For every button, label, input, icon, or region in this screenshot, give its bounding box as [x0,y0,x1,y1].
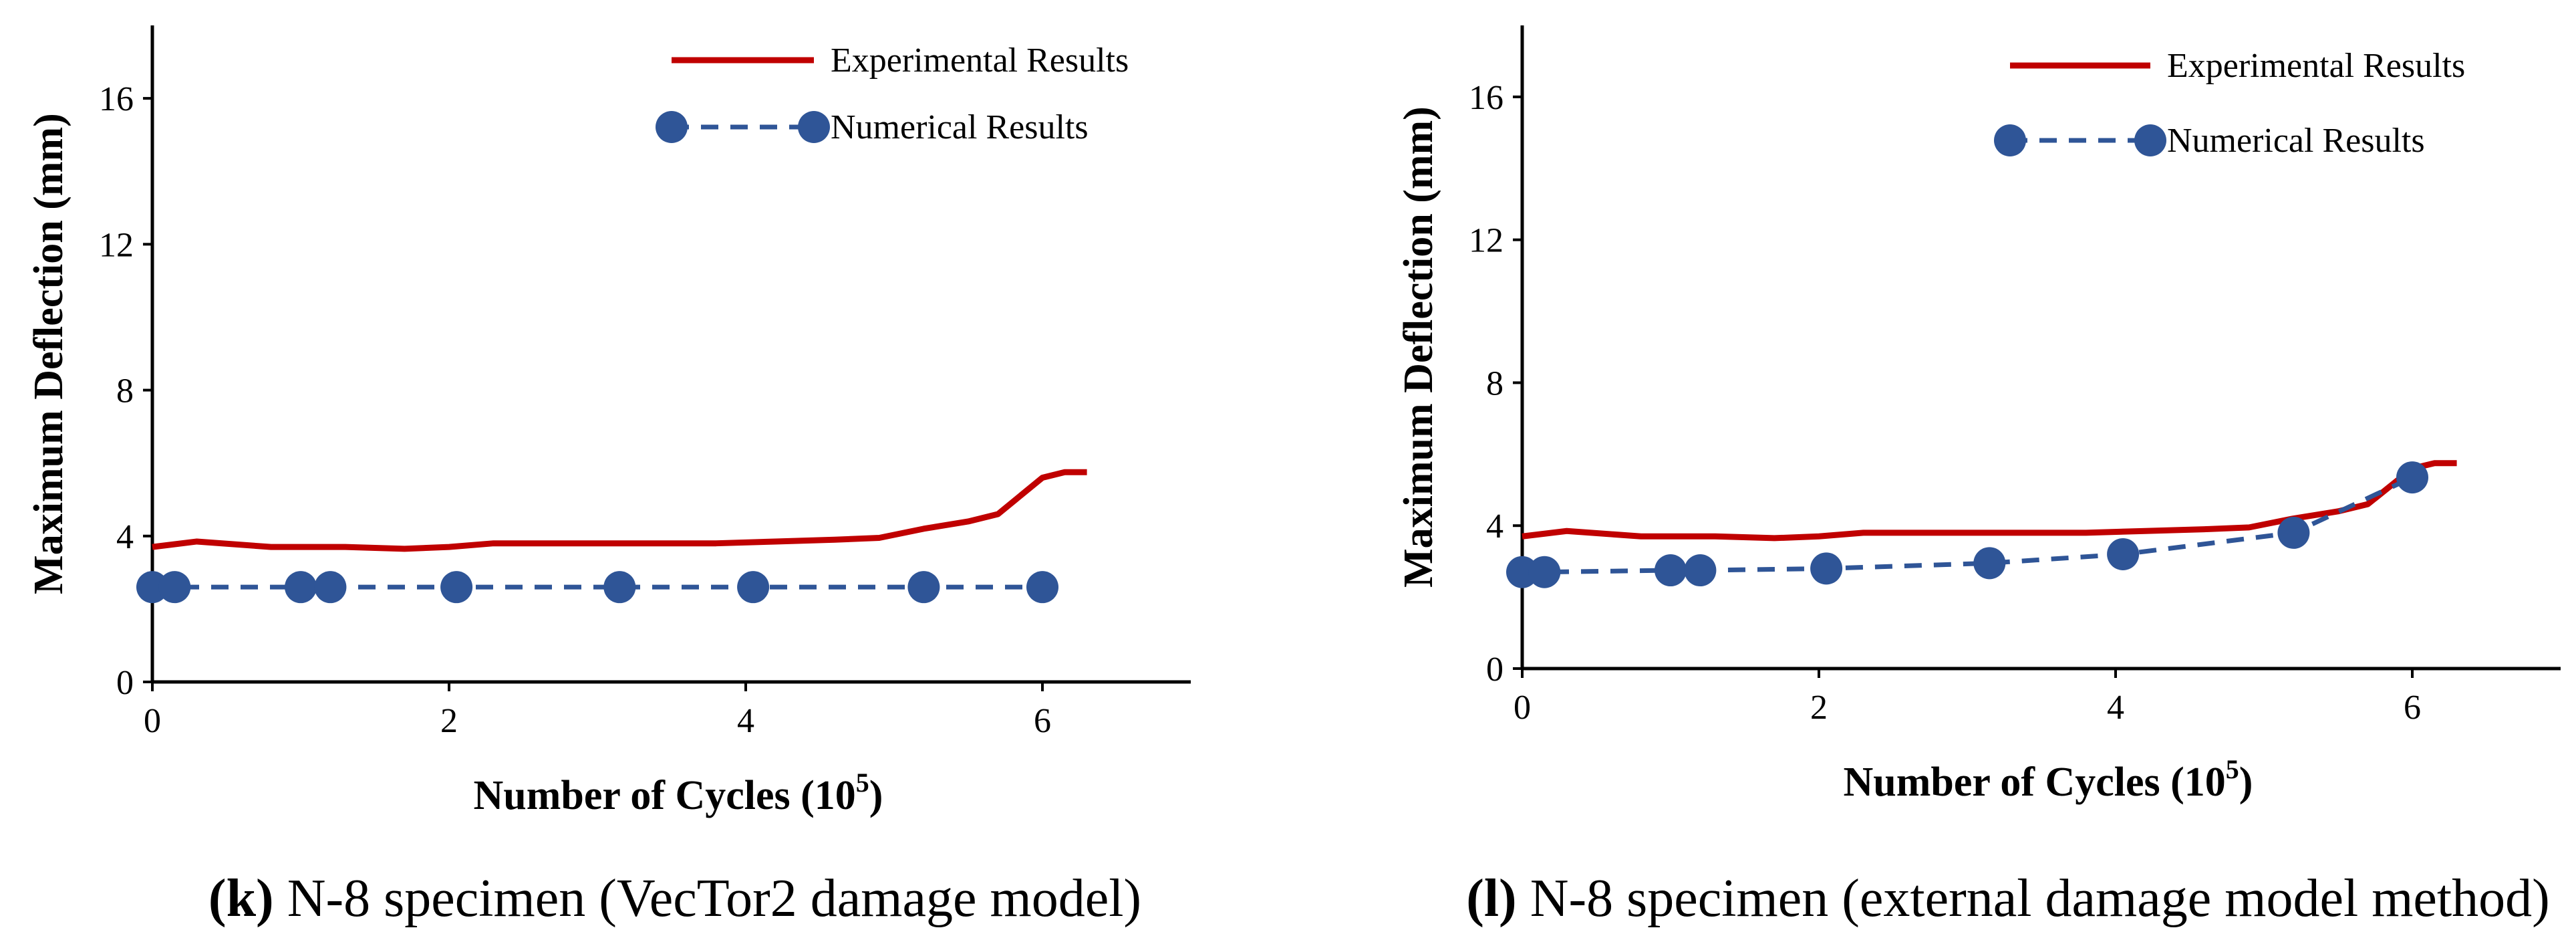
x-tick-label: 4 [737,702,754,740]
x-tick-label: 0 [1514,689,1531,727]
legend-label-numerical: Numerical Results [831,108,1089,146]
y-tick-label: 16 [99,80,134,118]
x-tick-label: 2 [440,702,458,740]
x-tick-label: 0 [144,702,161,740]
y-axis-title: Maximum Deflection (mm) [26,113,71,594]
data-point-numerical [907,571,940,604]
data-point-numerical [737,571,770,604]
data-point-numerical [1655,554,1687,587]
data-point-numerical [314,571,347,604]
y-tick-label: 4 [1486,507,1504,546]
data-point-numerical [158,571,191,604]
data-point-numerical [2277,516,2310,549]
y-tick-label: 8 [1486,364,1504,402]
y-axis-title: Maximum Deflection (mm) [1396,106,1441,588]
series-line-experimental [1522,460,2457,542]
legend-marker-numerical [2134,124,2166,156]
series-line-numerical [1522,475,2414,575]
x-tick-label: 6 [1034,702,1051,740]
data-point-numerical [1810,552,1843,585]
legend-label-experimental: Experimental Results [2167,47,2465,85]
x-tick-label: 6 [2404,689,2421,727]
data-point-numerical [1973,547,2006,580]
x-axis-title: Number of Cycles (105) [474,768,883,818]
x-axis-title: Number of Cycles (105) [1844,754,2253,805]
legend-label-experimental: Experimental Results [831,41,1129,80]
y-tick-label: 16 [1469,79,1504,117]
data-point-numerical [603,571,636,604]
data-point-numerical [285,571,317,604]
legend-marker-numerical [1994,124,2026,156]
panel-caption: (l) N-8 specimen (external damage model … [1466,869,2550,928]
x-tick-label: 4 [2107,689,2124,727]
legend-marker-numerical [656,111,688,143]
y-tick-label: 0 [116,664,134,702]
data-point-numerical [1528,556,1561,588]
data-point-numerical [136,571,168,604]
y-tick-label: 0 [1486,651,1504,689]
data-point-numerical [2396,461,2428,494]
panel-caption: (k) N-8 specimen (VecTor2 damage model) [208,869,1141,928]
chart-panel-2: 0 4 8 12 16 0 2 4 6 Maximum Deflection (mm) Number… [1396,25,2561,928]
legend-label-numerical: Numerical Results [2167,122,2425,160]
data-point-numerical [1026,571,1058,604]
x-tick-label: 2 [1810,689,1828,727]
data-point-numerical [440,571,473,604]
data-point-numerical [1506,556,1538,588]
y-tick-label: 12 [1469,222,1504,260]
data-point-numerical [2107,538,2140,570]
data-point-numerical [1684,554,1717,587]
y-tick-label: 4 [116,518,134,556]
series-line-experimental [152,469,1087,552]
y-tick-label: 12 [99,226,134,264]
chart-panel-1: 0 4 8 12 16 0 2 4 6 Maximum Deflection (mm) Number… [26,25,1191,928]
legend-marker-numerical [798,111,830,143]
y-tick-label: 8 [116,372,134,410]
